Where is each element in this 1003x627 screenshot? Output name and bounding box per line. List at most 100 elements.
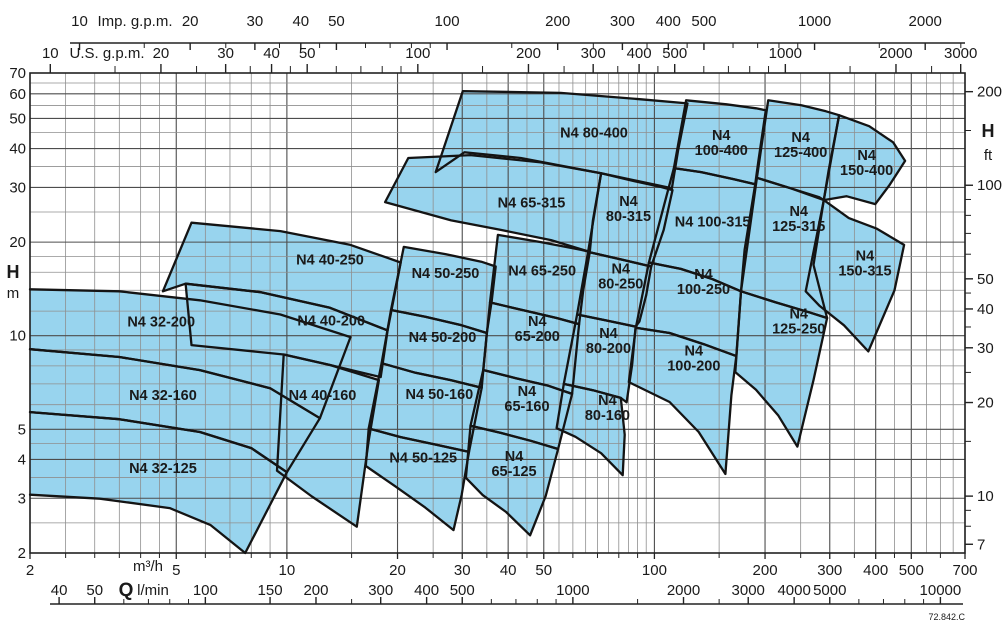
axis-imp-gpm: 10 20 30 40 50 100 200 300 400 500 1000 2000 Imp. g.… (70, 13, 965, 50)
region-n4-125-400[interactable] (756, 100, 840, 201)
region-fills (30, 91, 906, 553)
tick-label: 300 (817, 562, 842, 579)
region-n4-125-250[interactable] (735, 291, 828, 447)
region-n4-65-315[interactable] (385, 155, 602, 252)
tick-label: 50 (977, 271, 994, 288)
region-n4-100-250[interactable] (635, 262, 741, 357)
tick-label: 3000 (732, 582, 765, 599)
tick-label: 1000 (556, 582, 589, 599)
region-n4-80-400[interactable] (435, 91, 688, 189)
region-n4-65-250[interactable] (490, 234, 590, 325)
tick-label: 10 (9, 328, 26, 345)
region-n4-65-125[interactable] (465, 425, 559, 536)
region-outline-n4-40-250 (161, 221, 402, 332)
tick-label: 50 (535, 562, 552, 579)
tick-label: 200 (977, 84, 1002, 101)
tick-label: 100 (977, 177, 1002, 194)
tick-label: 30 (217, 45, 234, 62)
axis-lmin: 40 50 100 150 200 300 400 500 1000 2000 3000 4000 50… (50, 580, 963, 605)
tick-label: 400 (414, 582, 439, 599)
region-label-n4-50-250: N4 50-250 (412, 266, 480, 282)
region-outline-n4-80-400 (434, 89, 689, 190)
region-label-n4-80-200: N4 (599, 326, 618, 342)
plot-border (29, 72, 966, 554)
axis-title-lmin: l/min (137, 582, 169, 599)
region-label-n4-100-200: N4 (685, 344, 704, 360)
region-n4-80-250[interactable] (577, 251, 652, 327)
tick-label: 2000 (667, 582, 700, 599)
tick-label: 40 (9, 141, 26, 158)
region-label-n4-125-400: N4 (791, 130, 810, 146)
region-label-n4-32-125: N4 32-125 (129, 461, 197, 477)
tick-label: 50 (9, 110, 26, 127)
tick-label: 20 (182, 13, 199, 30)
region-n4-100-400[interactable] (673, 100, 766, 185)
tick-label: 2 (26, 562, 34, 579)
tick-label: 100 (193, 582, 218, 599)
tick-label: 100 (642, 562, 667, 579)
region-label-n4-150-400: 150-400 (840, 163, 893, 179)
tick-label: 5 (172, 562, 180, 579)
tick-label: 40 (263, 45, 280, 62)
tick-label: 40 (51, 582, 68, 599)
region-label-n4-100-250: 100-250 (677, 282, 730, 298)
region-label-n4-150-315: N4 (856, 248, 875, 264)
region-label-n4-65-125: N4 (505, 449, 524, 465)
tick-label: 50 (299, 45, 316, 62)
tick-label: 500 (450, 582, 475, 599)
tick-label: 200 (516, 45, 541, 62)
tick-label: 10 (42, 45, 59, 62)
region-label-n4-125-250: 125-250 (772, 321, 825, 337)
region-label-n4-40-200: N4 40-200 (297, 313, 365, 329)
region-n4-32-125[interactable] (30, 412, 287, 553)
tick-label: 30 (977, 340, 994, 357)
region-label-n4-150-400: N4 (857, 148, 876, 164)
tick-label: 2000 (879, 45, 912, 62)
region-n4-50-200[interactable] (381, 310, 487, 388)
region-n4-80-315[interactable] (588, 173, 673, 267)
region-n4-32-160[interactable] (30, 349, 320, 473)
region-labels: N4 32-125 N4 32-160 N4 32-200 N4 40-160 N4 4… (127, 126, 893, 480)
tick-label: 4000 (777, 582, 810, 599)
tick-label: 400 (863, 562, 888, 579)
region-label-n4-80-160: N4 (598, 393, 617, 409)
region-n4-65-200[interactable] (483, 302, 580, 394)
tick-label: 30 (454, 562, 471, 579)
tick-label: 5 (18, 421, 26, 438)
region-label-n4-80-160: 80-160 (585, 408, 630, 424)
region-label-n4-50-125: N4 50-125 (389, 451, 457, 467)
region-label-n4-80-400: N4 80-400 (560, 126, 628, 142)
tick-label: 500 (662, 45, 687, 62)
region-n4-40-250[interactable] (162, 222, 401, 331)
axis-h-m: 70 60 50 40 30 20 10 5 4 3 2 Hm (7, 65, 27, 562)
tick-label: 5000 (813, 582, 846, 599)
tick-label: 20 (389, 562, 406, 579)
region-n4-50-125[interactable] (365, 428, 469, 531)
axis-title-q: Q (119, 580, 134, 601)
region-label-n4-100-250: N4 (694, 267, 713, 283)
tick-label: 200 (753, 562, 778, 579)
region-label-n4-65-160: 65-160 (504, 399, 549, 415)
tick-label: 1000 (769, 45, 802, 62)
region-label-n4-100-400: 100-400 (695, 143, 748, 159)
tick-label: 150 (258, 582, 283, 599)
region-label-n4-80-315: N4 (619, 194, 638, 210)
region-n4-100-315[interactable] (648, 168, 756, 292)
region-label-n4-80-250: N4 (612, 262, 631, 278)
region-label-n4-32-160: N4 32-160 (129, 388, 197, 404)
region-n4-40-160[interactable] (277, 354, 379, 527)
chart-code: 72.842.C (928, 612, 965, 622)
tick-label: 700 (952, 562, 977, 579)
region-label-n4-32-200: N4 32-200 (127, 315, 195, 331)
tick-label: 1000 (798, 13, 831, 30)
region-n4-100-200[interactable] (628, 327, 737, 474)
region-n4-125-315[interactable] (741, 177, 828, 318)
region-label-n4-125-250: N4 (789, 306, 808, 322)
region-n4-80-200[interactable] (563, 314, 636, 403)
region-label-n4-40-160: N4 40-160 (289, 388, 357, 404)
axis-h-ft: 200 100 50 40 30 20 10 7 Hft (965, 84, 1002, 553)
axis-title-imp-gpm: Imp. g.p.m. (97, 13, 172, 30)
tick-label: 500 (691, 13, 716, 30)
